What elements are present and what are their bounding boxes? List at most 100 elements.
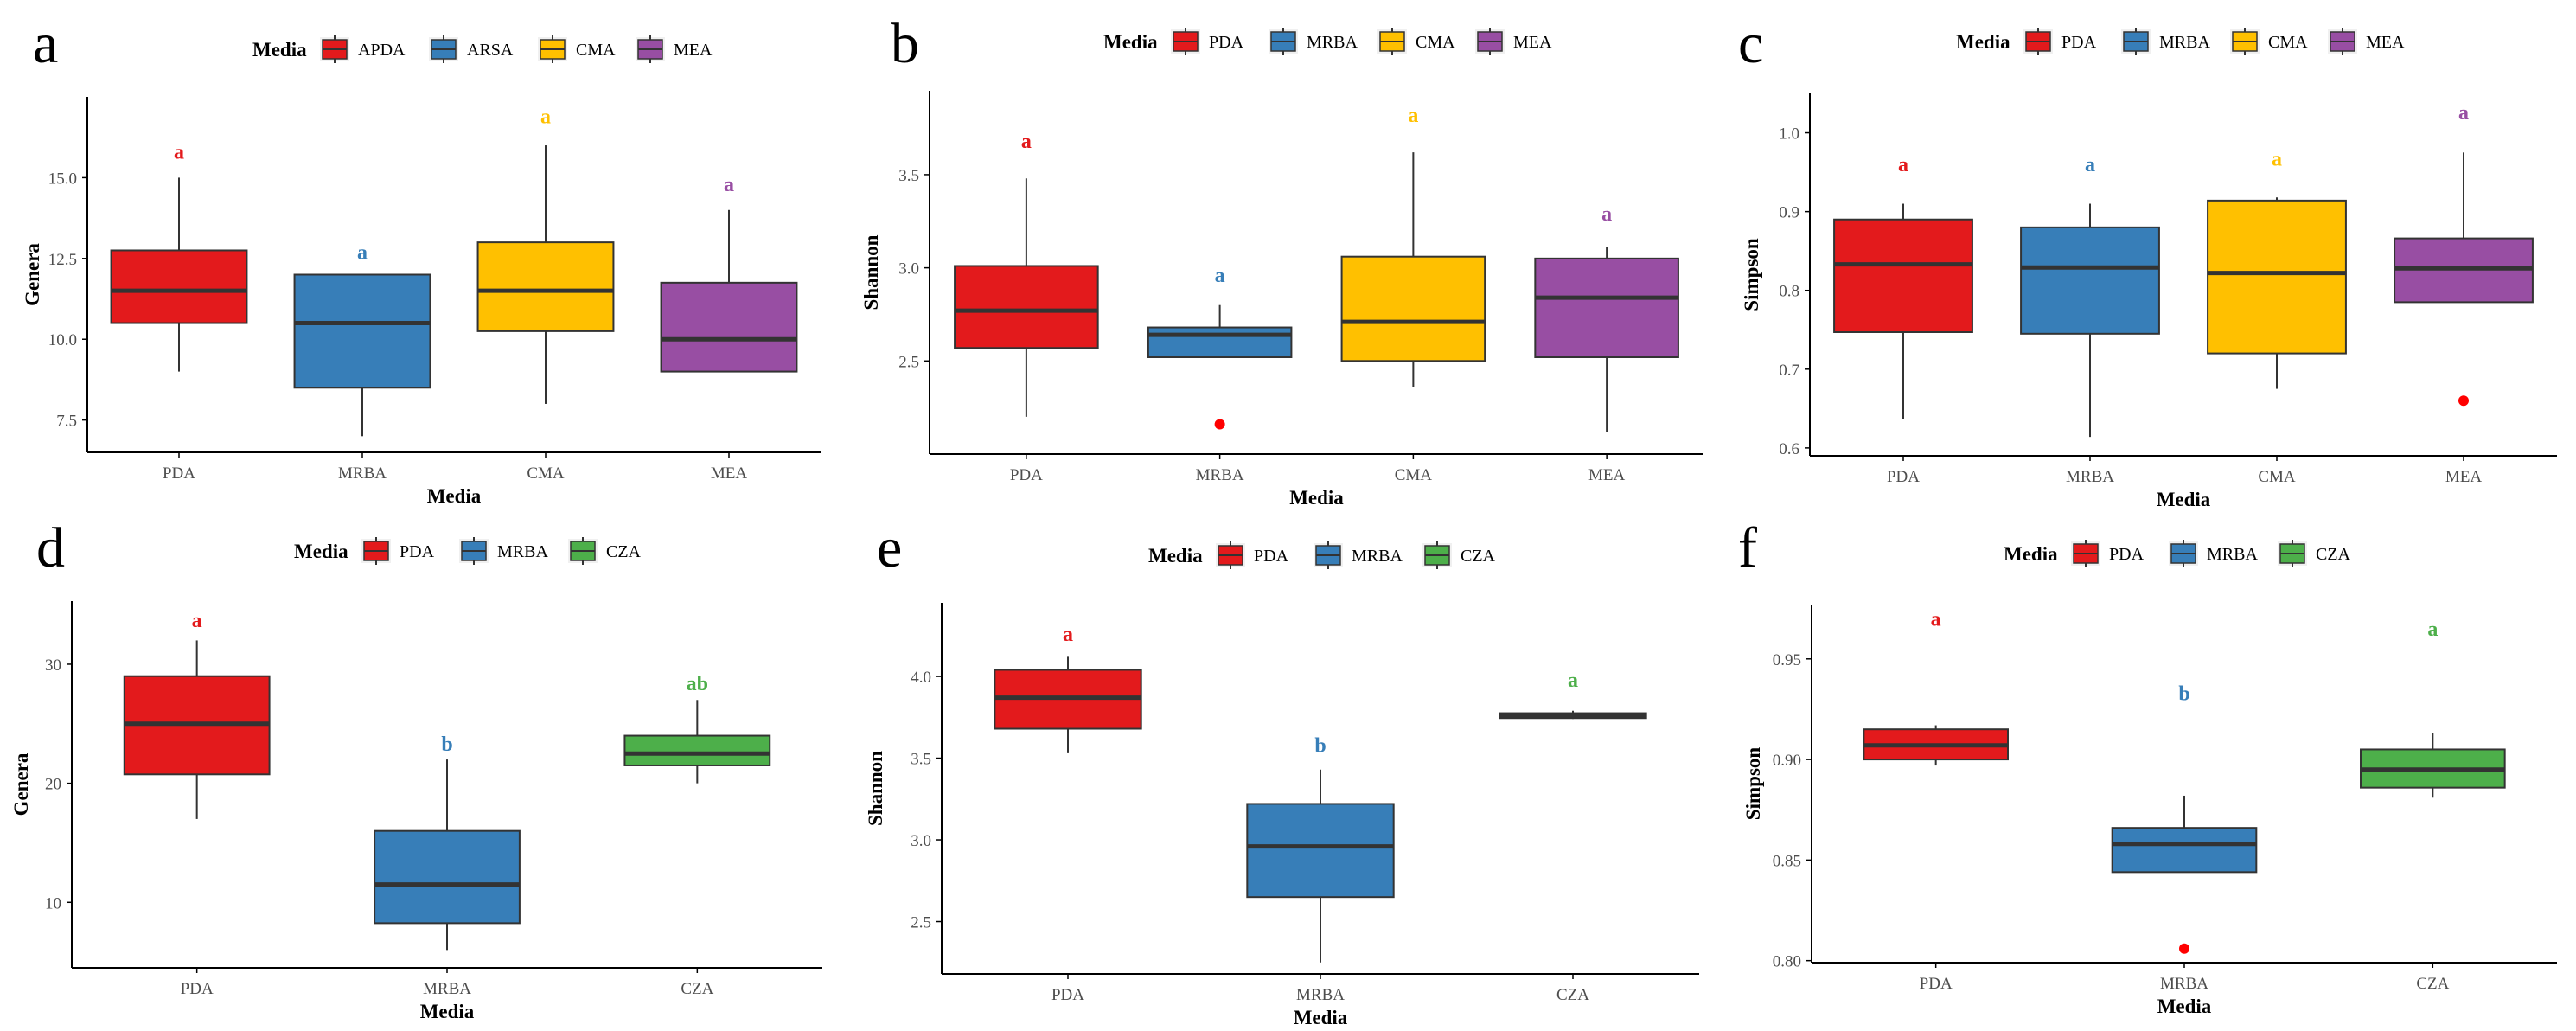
- legend-key: MRBA: [459, 537, 548, 565]
- legend-label: PDA: [2061, 33, 2097, 52]
- y-tick-label: 1.0: [1779, 125, 1799, 144]
- legend-label: CZA: [606, 542, 642, 561]
- legend-key: CZA: [1422, 541, 1496, 569]
- x-tick-label: MEA: [2445, 468, 2483, 486]
- legend-title: Media: [1956, 31, 2010, 53]
- significance-letter: a: [1568, 669, 1578, 692]
- x-tick-label: MRBA: [1296, 986, 1345, 1004]
- x-tick-label: PDA: [163, 464, 195, 483]
- legend-key: PDA: [1216, 541, 1289, 569]
- box-iqr: [623, 734, 771, 766]
- significance-letter: b: [441, 733, 452, 756]
- significance-letter: b: [2178, 682, 2189, 705]
- legend-label: CMA: [1416, 33, 1455, 52]
- legend-key: MRBA: [2121, 28, 2210, 55]
- legend-label: PDA: [400, 542, 435, 561]
- legend-label: PDA: [2109, 545, 2145, 564]
- y-axis-title: Simpson: [1741, 238, 1762, 311]
- legend-key: MEA: [2328, 28, 2405, 55]
- x-tick-label: MRBA: [423, 980, 471, 998]
- y-tick-label: 10: [45, 894, 61, 913]
- y-tick-label: 0.7: [1779, 362, 1799, 380]
- x-tick-label: CMA: [2258, 468, 2296, 486]
- legend-label: APDA: [358, 41, 406, 60]
- panel-label: f: [1738, 516, 1757, 580]
- x-tick-label: CZA: [1556, 986, 1589, 1004]
- box-mrba: b: [2111, 682, 2258, 954]
- legend-label: MRBA: [1352, 547, 1403, 566]
- x-axis-title: Media: [427, 485, 482, 507]
- box-iqr: [2111, 827, 2258, 874]
- y-tick-label: 0.8: [1779, 283, 1799, 301]
- x-axis-title: Media: [2157, 489, 2211, 510]
- legend: Media PDA MRBA CZA: [294, 537, 642, 565]
- box-iqr: [293, 273, 431, 389]
- legend-key: CMA: [1377, 28, 1455, 55]
- legend-label: MRBA: [2159, 33, 2210, 52]
- y-tick-label: 0.95: [1773, 651, 1801, 669]
- box-iqr: [1534, 257, 1679, 359]
- legend-label: CZA: [1461, 547, 1496, 566]
- y-axis-title: Genera: [22, 243, 43, 306]
- y-axis-title: Shannon: [860, 234, 882, 310]
- legend-key: MRBA: [2169, 540, 2258, 567]
- box-cza: a: [1499, 669, 1647, 720]
- x-axis-title: Media: [1289, 487, 1344, 509]
- legend-label: ARSA: [467, 41, 514, 60]
- significance-letter: a: [192, 610, 202, 632]
- box-pda: a: [123, 610, 271, 819]
- significance-letter: a: [2427, 618, 2438, 641]
- x-tick-label: CZA: [2416, 975, 2449, 993]
- legend: Media PDA MRBA CMA MEA: [1103, 28, 1552, 55]
- significance-letter: a: [2085, 154, 2095, 176]
- outlier-point: [2179, 943, 2189, 954]
- significance-letter: a: [1408, 105, 1418, 127]
- significance-letter: a: [540, 106, 551, 128]
- legend-key: APDA: [320, 35, 406, 63]
- legend: Media PDA MRBA CMA MEA: [1956, 28, 2405, 55]
- x-tick-label: CMA: [527, 464, 565, 483]
- legend-label: MRBA: [2207, 545, 2258, 564]
- box-cza: ab: [623, 673, 771, 784]
- significance-letter: a: [357, 241, 368, 264]
- legend-key: PDA: [1171, 28, 1244, 55]
- significance-letter: a: [1063, 624, 1073, 646]
- legend-label: MEA: [1513, 33, 1552, 52]
- y-tick-label: 20: [45, 776, 61, 794]
- x-axis-title: Media: [420, 1001, 475, 1022]
- box-iqr: [660, 281, 798, 373]
- x-tick-label: CMA: [1395, 466, 1433, 484]
- box-mrba: a: [2020, 154, 2160, 438]
- legend-label: MRBA: [1307, 33, 1358, 52]
- box-iqr: [954, 265, 1099, 349]
- box-mrba: a: [293, 241, 431, 437]
- y-tick-label: 2.5: [911, 914, 931, 932]
- x-tick-label: CZA: [681, 980, 713, 998]
- y-tick-label: 0.9: [1779, 204, 1799, 222]
- x-tick-label: MRBA: [2066, 468, 2114, 486]
- y-tick-label: 3.0: [898, 260, 919, 279]
- legend: Media APDA ARSA CMA MEA: [252, 35, 713, 63]
- box-pda: a: [1833, 154, 1973, 419]
- x-tick-label: MRBA: [338, 464, 387, 483]
- box-cma: a: [2207, 149, 2347, 389]
- legend-key: CZA: [2278, 540, 2351, 567]
- panel-label: d: [36, 516, 65, 580]
- y-tick-label: 3.5: [898, 167, 919, 185]
- box-iqr: [1246, 803, 1395, 899]
- box-iqr: [2020, 226, 2160, 335]
- box-iqr: [1833, 218, 1973, 333]
- y-tick-label: 0.80: [1773, 953, 1801, 971]
- box-cma: a: [1340, 105, 1486, 387]
- legend-key: MRBA: [1314, 541, 1403, 569]
- legend-label: MEA: [2366, 33, 2405, 52]
- panel-label: b: [891, 12, 919, 75]
- y-tick-label: 0.85: [1773, 852, 1801, 870]
- significance-letter: a: [2272, 149, 2282, 171]
- legend-label: CMA: [2268, 33, 2308, 52]
- panel-f: f Media PDA MRBA CZA 0.80 0.85 0.90 0.95 PDA MRBA C…: [1738, 516, 2557, 1017]
- y-axis-title: Simpson: [1742, 747, 1764, 821]
- box-pda: a: [110, 142, 248, 372]
- y-tick-label: 12.5: [48, 251, 77, 269]
